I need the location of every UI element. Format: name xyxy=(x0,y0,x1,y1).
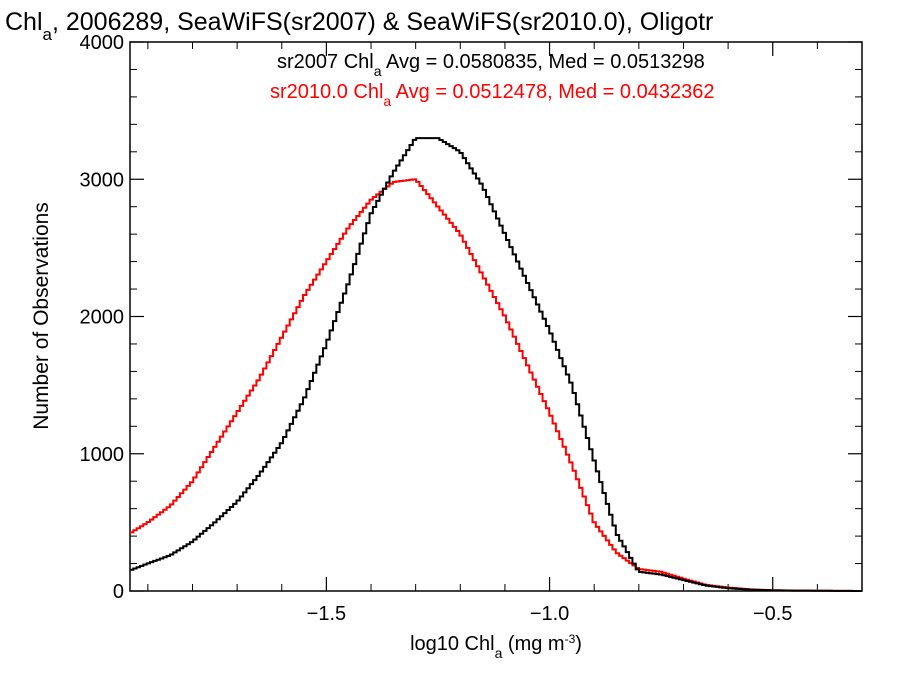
x-axis-label-part: (mg m xyxy=(502,633,564,655)
plot-frame xyxy=(129,41,863,592)
annotation-subscript: a xyxy=(374,63,382,79)
annotation-part: sr2010.0 Chl xyxy=(270,81,383,103)
y-tick-label: 4000 xyxy=(80,32,125,54)
series-layer xyxy=(130,137,862,592)
chart-title-part: , 2006289, SeaWiFS(sr2007) & SeaWiFS(sr2… xyxy=(52,8,713,36)
x-tick-label: −0.5 xyxy=(753,603,792,625)
x-axis-label-part: ) xyxy=(575,633,582,655)
y-tick-label: 2000 xyxy=(80,307,125,329)
chart-title-part: Chl xyxy=(5,8,43,36)
x-axis-label: log10 Chla (mg m-3) xyxy=(410,632,582,661)
annotation-sr2010: sr2010.0 Chla Avg = 0.0512478, Med = 0.0… xyxy=(270,81,714,109)
axis-ticks: −1.5 −1.0 −0.5 0 1000 2000 3000 4000 xyxy=(80,32,862,625)
chart-title: Chla, 2006289, SeaWiFS(sr2007) & SeaWiFS… xyxy=(5,8,713,44)
y-tick-label: 3000 xyxy=(80,169,125,191)
annotation-part: sr2007 Chl xyxy=(277,51,374,73)
annotation-sr2007: sr2007 Chla Avg = 0.0580835, Med = 0.051… xyxy=(277,51,705,79)
series-line-sr2010.0 xyxy=(130,178,862,592)
x-axis-label-subscript: a xyxy=(495,645,503,661)
x-axis-label-part: log10 Chl xyxy=(410,633,495,655)
x-tick-label: −1.0 xyxy=(530,603,569,625)
y-tick-label: 1000 xyxy=(80,444,125,466)
x-tick-label: −1.5 xyxy=(307,603,346,625)
y-axis-label: Number of Observations xyxy=(30,202,53,430)
annotation-subscript: a xyxy=(383,93,391,109)
annotation-part: Avg = 0.0512478, Med = 0.0432362 xyxy=(391,81,714,103)
series-line-sr2007 xyxy=(130,137,862,592)
annotation-part: Avg = 0.0580835, Med = 0.0513298 xyxy=(382,51,705,73)
chart-title-subscript: a xyxy=(43,25,53,44)
y-tick-label: 0 xyxy=(113,581,124,603)
x-axis-label-superscript: -3 xyxy=(565,632,576,646)
